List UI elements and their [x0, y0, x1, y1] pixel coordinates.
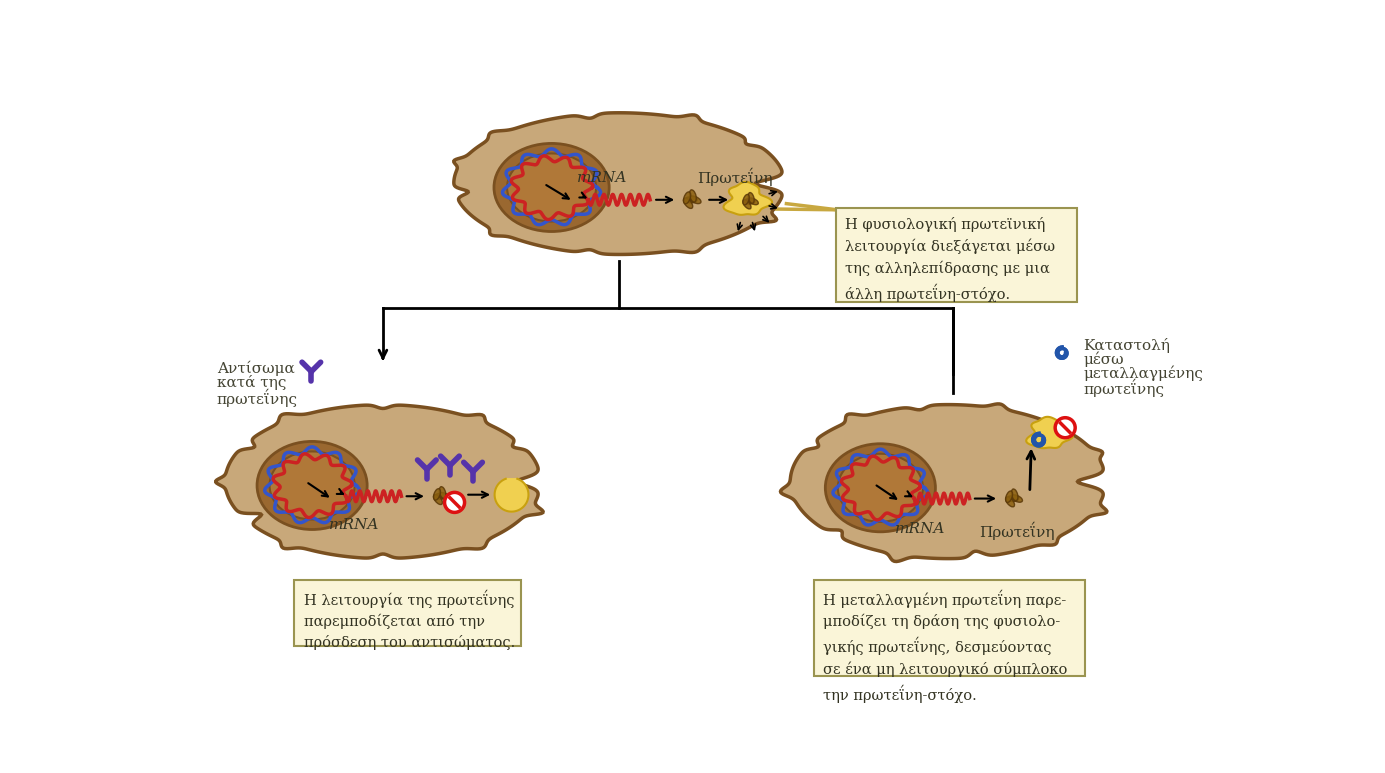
Polygon shape [216, 405, 543, 558]
Ellipse shape [507, 153, 596, 222]
Polygon shape [494, 478, 529, 512]
Text: Πρωτεΐνη: Πρωτεΐνη [979, 522, 1054, 540]
Polygon shape [454, 113, 783, 254]
Text: Η φυσιολογική πρωτεϊνική
λειτουργία διεξάγεται μέσω
της αλληλεπίδρασης με μια
άλ: Η φυσιολογική πρωτεϊνική λειτουργία διεξ… [845, 217, 1055, 301]
Ellipse shape [435, 493, 447, 499]
Text: mRNA: mRNA [895, 522, 946, 536]
Ellipse shape [439, 487, 446, 499]
Text: Καταστολή: Καταστολή [1083, 338, 1170, 352]
Ellipse shape [838, 454, 922, 522]
Text: μέσω: μέσω [1083, 352, 1125, 367]
Ellipse shape [684, 196, 697, 203]
Ellipse shape [748, 192, 755, 203]
Ellipse shape [1011, 489, 1018, 501]
Ellipse shape [744, 199, 755, 204]
Ellipse shape [683, 198, 692, 209]
Ellipse shape [270, 451, 355, 519]
Ellipse shape [690, 190, 697, 202]
FancyBboxPatch shape [814, 581, 1086, 676]
Ellipse shape [825, 444, 935, 532]
Text: mRNA: mRNA [328, 518, 379, 532]
Ellipse shape [1011, 495, 1022, 502]
Text: Πρωτεΐνη: Πρωτεΐνη [697, 168, 773, 186]
FancyBboxPatch shape [295, 581, 521, 646]
Ellipse shape [258, 441, 367, 530]
Text: Αντίσωμα: Αντίσωμα [216, 361, 295, 376]
FancyBboxPatch shape [835, 208, 1078, 302]
Ellipse shape [742, 194, 749, 205]
Ellipse shape [742, 199, 751, 209]
Text: mRNA: mRNA [578, 172, 627, 186]
Ellipse shape [434, 495, 442, 505]
Circle shape [1055, 417, 1075, 438]
Ellipse shape [684, 192, 691, 204]
Circle shape [445, 492, 464, 512]
Ellipse shape [1006, 497, 1014, 507]
Polygon shape [781, 404, 1107, 561]
Text: Η μεταλλαγμένη πρωτεΐνη παρε-
μποδίζει τη δράση της φυσιολο-
γικής πρωτεΐνης, δε: Η μεταλλαγμένη πρωτεΐνη παρε- μποδίζει τ… [824, 589, 1068, 703]
Ellipse shape [439, 492, 450, 500]
Text: κατά της: κατά της [216, 375, 285, 390]
Ellipse shape [1006, 491, 1012, 502]
Ellipse shape [434, 489, 440, 500]
Polygon shape [723, 182, 771, 215]
Text: μεταλλαγμένης: μεταλλαγμένης [1083, 366, 1204, 381]
Text: πρωτεΐνης: πρωτεΐνης [1083, 380, 1165, 397]
Text: πρωτεΐνης: πρωτεΐνης [216, 389, 298, 407]
Ellipse shape [494, 144, 609, 232]
Ellipse shape [690, 196, 701, 203]
Text: Η λειτουργία της πρωτεΐνης
παρεμποδίζεται από την
πρόσδεση του αντισώματος.: Η λειτουργία της πρωτεΐνης παρεμποδίζετα… [303, 589, 515, 650]
Ellipse shape [748, 198, 759, 205]
Polygon shape [1026, 417, 1073, 448]
Ellipse shape [1007, 495, 1019, 502]
